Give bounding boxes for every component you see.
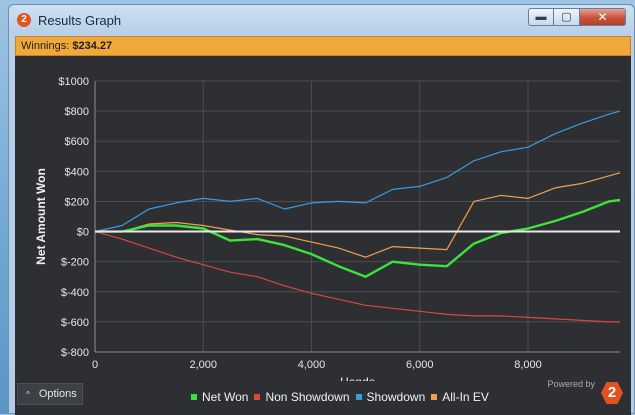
series-line-all-in-ev [95,172,621,258]
y-tick-label: $400 [65,166,89,178]
options-label: Options [38,388,77,400]
close-button[interactable]: ✕ [580,8,626,26]
chevron-up-icon: ^ [26,390,30,399]
winnings-label: Winnings: [21,40,70,52]
winnings-value: $234.27 [72,40,113,52]
x-tick-label: 6,000 [406,359,434,371]
maximize-button[interactable]: ▢ [554,8,580,26]
x-tick-label: 8,000 [514,359,542,371]
y-tick-label: $800 [65,106,89,118]
legend-item[interactable]: Showdown [355,390,426,404]
x-tick-label: 0 [92,359,98,371]
legend-swatch [355,394,362,400]
y-tick-label: $600 [65,136,89,148]
title-bar[interactable]: 2 Results Graph ▬ ▢ ✕ [9,5,634,35]
legend-swatch [431,394,438,400]
series-line-showdown [94,110,621,233]
y-tick-label: $200 [65,196,89,208]
results-graph-window: 2 Results Graph ▬ ▢ ✕ Winnings: $234.27 … [8,4,635,415]
series-line-non-showdown [94,231,620,323]
y-tick-label: $-400 [61,287,89,299]
y-tick-label: $1000 [58,76,89,88]
y-axis-label: Net Amount Won [34,168,48,265]
legend-item[interactable]: Net Won [191,390,248,404]
y-tick-label: $-600 [61,317,89,329]
legend-label: All-In EV [442,390,489,404]
app-logo-icon: 2 [17,13,31,27]
winnings-bar: Winnings: $234.27 [15,36,631,56]
x-axis-label: Hands [340,375,375,381]
results-chart: $1000 $800 $600 $400 $200 $0 $-200 $-400 $-600 $-… [34,76,621,381]
legend-swatch [254,394,261,400]
options-button[interactable]: ^ Options [17,383,83,405]
window-controls: ▬ ▢ ✕ [528,8,626,27]
legend-swatch [191,394,197,400]
legend-item[interactable]: All-In EV [431,390,489,404]
powered-by-text: Powered by [547,379,595,389]
x-tick-label: 2,000 [189,359,217,371]
y-tick-label: $-200 [61,257,89,269]
minimize-button[interactable]: ▬ [528,8,554,26]
legend-label: Net Won [202,390,249,404]
x-tick-label: 4,000 [298,359,326,371]
chart-legend: Net Won Non Showdown Showdown All-In EV [191,390,489,404]
legend-label: Non Showdown [265,390,350,404]
y-tick-label: $-800 [61,347,89,359]
window-title: Results Graph [38,13,122,28]
graph-panel: Winnings: $234.27 $1000 $800 $600 $400 $200 $… [15,36,631,415]
legend-label: Showdown [366,390,426,404]
series-line-net-won [95,198,621,278]
legend-item[interactable]: Non Showdown [254,390,350,404]
brand-logo-icon: 2 [601,382,623,404]
y-tick-label: $0 [77,227,89,239]
